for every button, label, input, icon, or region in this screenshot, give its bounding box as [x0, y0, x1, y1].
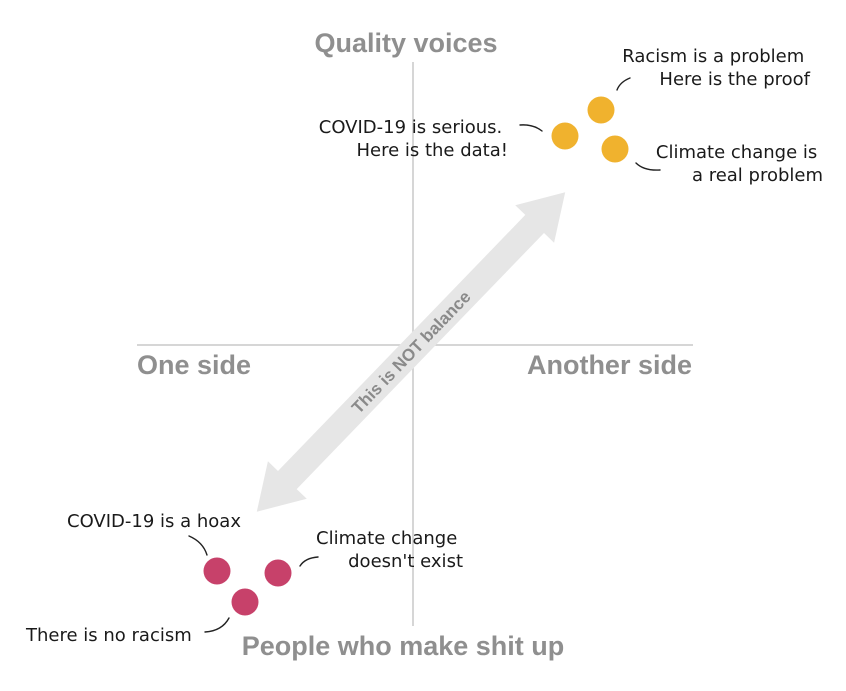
label-climate-real-line1: Climate change is [656, 142, 817, 163]
label-covid-hoax: COVID-19 is a hoax [67, 511, 241, 532]
axis-title-left: One side [137, 350, 251, 380]
point-covid-hoax [203, 557, 231, 585]
point-racism-problem [587, 96, 615, 124]
made-up-cluster: COVID-19 is a hoax Climate change doesn'… [25, 511, 463, 646]
axis-title-bottom: People who make shit up [242, 631, 565, 661]
point-climate-real [601, 135, 629, 163]
leader-covid-hoax [188, 535, 208, 556]
label-climate-doesnt-exist-line1: Climate change [316, 528, 457, 549]
label-covid-serious: COVID-19 is serious. Here is the data! [319, 117, 508, 161]
leader-racism-problem [616, 77, 631, 91]
balance-arrow-shape [256, 192, 566, 512]
label-climate-doesnt-exist: Climate change doesn't exist [316, 528, 463, 572]
quality-voices-cluster: Racism is a problem Here is the proof CO… [319, 46, 823, 186]
label-climate-real: Climate change is a real problem [656, 142, 823, 186]
leader-climate-doesnt-exist [299, 556, 319, 567]
leader-covid-serious [519, 124, 543, 132]
label-racism-problem-line2: Here is the proof [659, 69, 810, 90]
point-no-racism [231, 588, 259, 616]
label-racism-problem-line1: Racism is a problem [622, 46, 804, 67]
leader-climate-real [635, 162, 661, 171]
label-climate-doesnt-exist-line2: doesn't exist [348, 551, 463, 572]
label-covid-serious-line2: Here is the data! [356, 140, 508, 161]
point-covid-serious [551, 122, 579, 150]
label-covid-serious-line1: COVID-19 is serious. [319, 117, 503, 138]
leader-no-racism [204, 617, 230, 633]
point-climate-doesnt-exist [264, 559, 292, 587]
axis-title-top: Quality voices [314, 28, 497, 58]
label-climate-real-line2: a real problem [692, 165, 823, 186]
label-no-racism: There is no racism [25, 625, 192, 646]
balance-arrow-label: This is NOT balance [348, 287, 475, 417]
axis-title-right: Another side [527, 350, 692, 380]
label-racism-problem: Racism is a problem Here is the proof [622, 46, 810, 90]
